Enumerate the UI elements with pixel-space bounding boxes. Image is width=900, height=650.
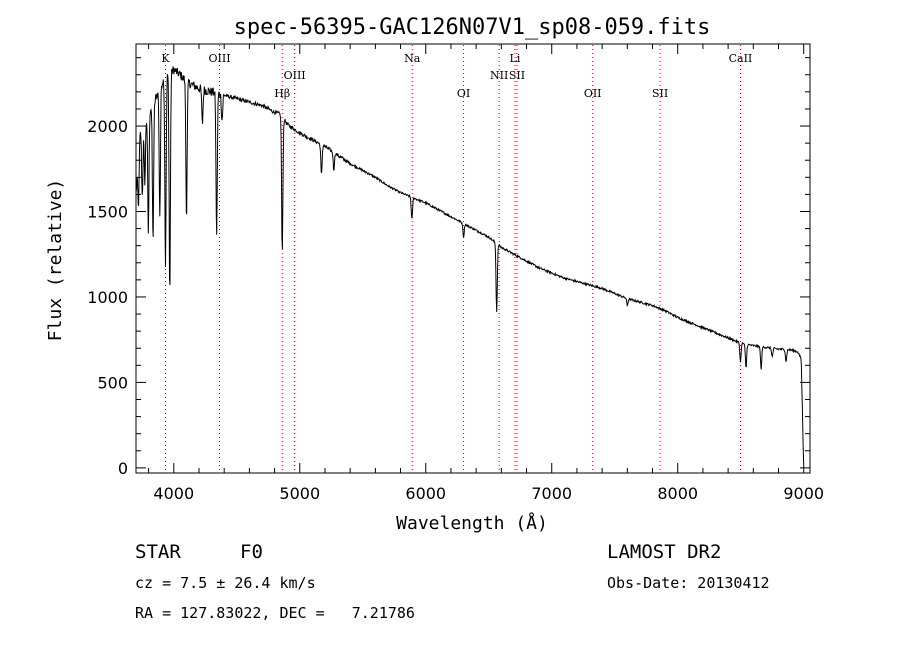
line-label: Na (404, 52, 421, 65)
line-label: OIII (284, 69, 306, 82)
x-axis-label: Wavelength (Å) (396, 512, 548, 534)
plot-frame (135, 43, 811, 474)
y-tick-label: 2000 (87, 117, 128, 136)
line-label: Li (510, 52, 521, 65)
x-tick-label: 4000 (153, 484, 194, 503)
line-label: CaII (729, 52, 753, 65)
spectrum-line (135, 66, 805, 464)
y-tick-label: 1500 (87, 202, 128, 221)
x-tick-label: 5000 (279, 484, 320, 503)
y-axis-label: Flux (relative) (45, 179, 66, 342)
y-tick-label: 1000 (87, 288, 128, 307)
y-tick-label: 0 (118, 459, 128, 478)
x-tick-label: 6000 (405, 484, 446, 503)
object-class: STAR (135, 541, 181, 563)
redshift-info: cz = 7.5 ± 26.4 km/s (135, 574, 316, 592)
line-label: OIII (208, 52, 230, 65)
spectral-subclass: F0 (240, 541, 263, 563)
survey-name: LAMOST DR2 (607, 541, 722, 563)
y-tick-label: 500 (97, 373, 128, 392)
coordinates: RA = 127.83022, DEC = 7.21786 (135, 604, 415, 622)
line-label: SII (509, 69, 525, 82)
obs-date: Obs-Date: 20130412 (607, 574, 770, 592)
line-label: NII (490, 69, 508, 82)
line-label: Hβ (274, 87, 290, 100)
chart-title: spec-56395-GAC126N07V1_sp08-059.fits (234, 15, 711, 40)
x-tick-label: 8000 (657, 484, 698, 503)
x-tick-label: 9000 (783, 484, 824, 503)
line-label: OI (457, 87, 470, 100)
x-tick-label: 7000 (531, 484, 572, 503)
line-label: OII (584, 87, 602, 100)
line-label: K (161, 52, 170, 65)
line-label: SII (652, 87, 668, 100)
